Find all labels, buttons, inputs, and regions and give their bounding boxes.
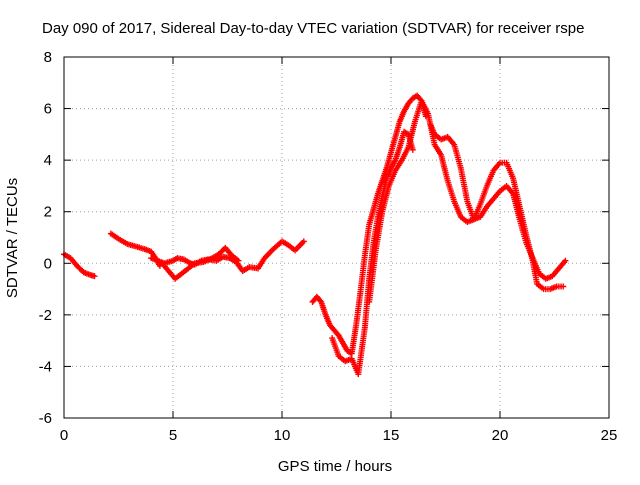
series-track-c — [148, 238, 307, 275]
data-point-marker — [562, 257, 569, 264]
data-point-marker — [409, 146, 416, 153]
series-track-b — [107, 230, 163, 269]
data-point-marker — [91, 273, 98, 280]
series-track-e — [309, 92, 429, 357]
data-point-marker — [300, 238, 307, 245]
y-tick-label: -4 — [39, 358, 52, 375]
x-axis-label: GPS time / hours — [278, 458, 392, 475]
y-tick-label: 0 — [44, 255, 52, 272]
data-point-marker — [317, 297, 324, 304]
data-point-marker — [560, 283, 567, 290]
y-tick-label: -2 — [39, 307, 52, 324]
plot-frame — [63, 56, 610, 419]
chart-title: Day 090 of 2017, Sidereal Day-to-day VTE… — [42, 20, 584, 37]
x-tick-label: 0 — [60, 427, 68, 444]
axis-layer: 0 5 10 15 20 25 -6 -4 -2 0 2 4 6 8 — [39, 49, 618, 444]
x-tick-label: 20 — [492, 427, 509, 444]
series-track-a — [61, 251, 98, 280]
x-tick-label: 25 — [601, 427, 618, 444]
x-tick-label: 10 — [274, 427, 291, 444]
series-track-h — [427, 121, 567, 293]
grid-layer — [64, 57, 609, 418]
y-tick-label: 8 — [44, 49, 52, 66]
y-axis-label: SDTVAR / TECUs — [4, 178, 21, 298]
y-tick-label: 6 — [44, 101, 52, 118]
y-tick-label: 2 — [44, 204, 52, 221]
data-layer — [61, 92, 569, 378]
series-track-d — [159, 244, 242, 282]
x-tick-label: 15 — [383, 427, 400, 444]
y-tick-label: -6 — [39, 410, 52, 427]
x-tick-label: 5 — [169, 427, 177, 444]
y-tick-label: 4 — [44, 152, 52, 169]
data-point-marker — [235, 257, 242, 264]
